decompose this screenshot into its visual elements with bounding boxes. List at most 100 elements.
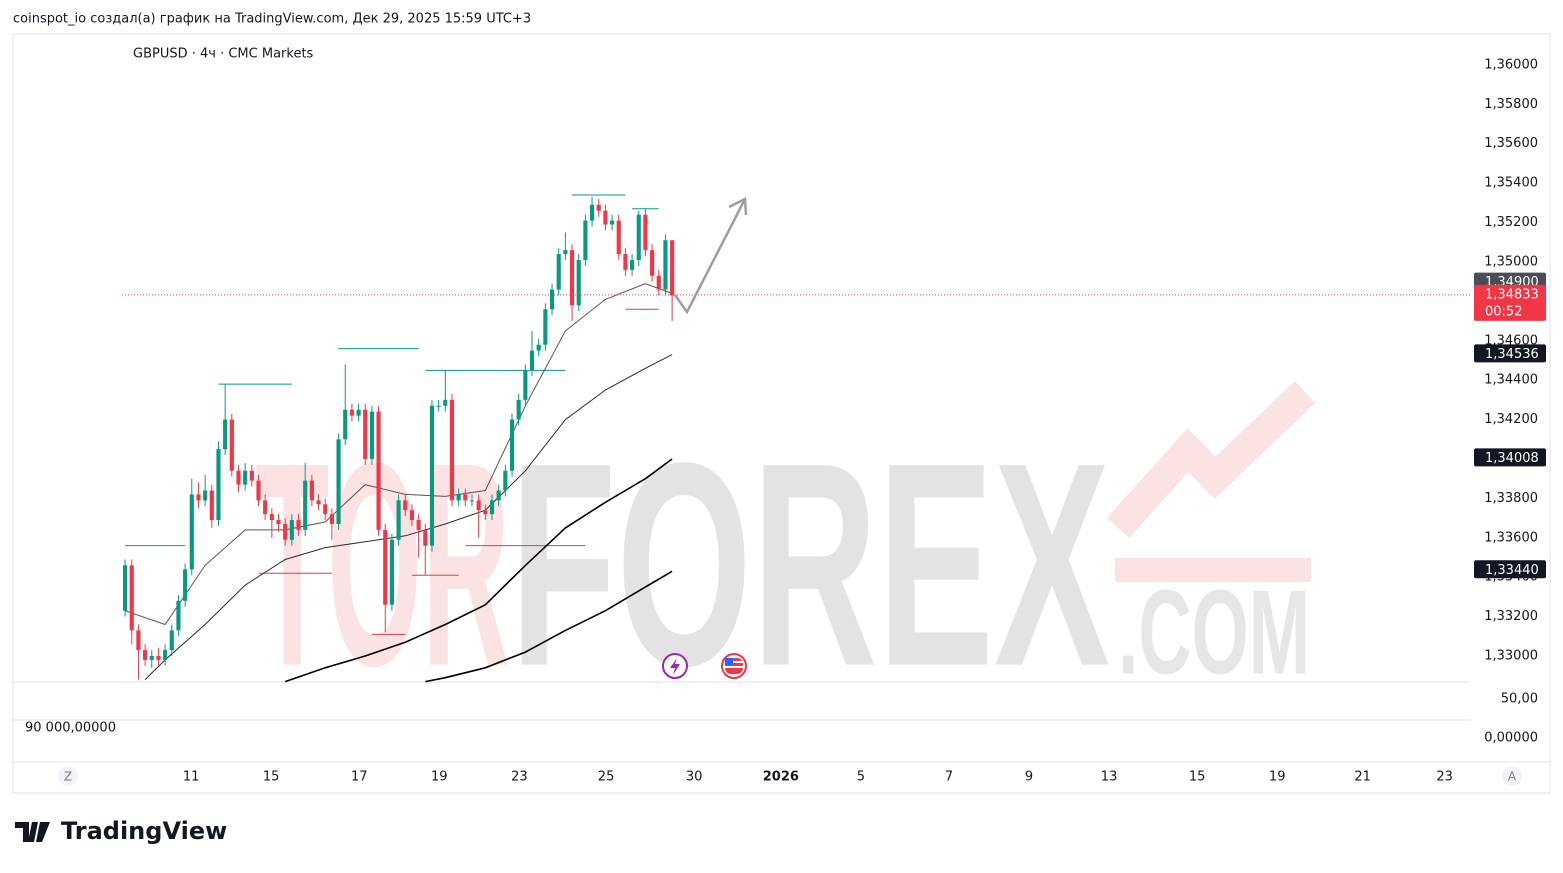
candle-body [236,470,241,485]
candle-body [643,214,648,251]
candle-body [663,240,668,290]
candle-body [203,490,208,501]
last-price-label: 1,34833 [1485,287,1539,302]
x-tick-label: 11 [183,770,200,785]
candle-body [449,399,455,501]
x-tick-label: 7 [945,770,953,785]
watermark-text: .COM [1118,566,1310,700]
x-tick-label: 25 [598,770,615,785]
candle-body [463,494,468,501]
event-icon[interactable] [721,653,747,679]
plot [122,194,1470,683]
moving-average [124,283,673,626]
y-tick-label: 1,33000 [1484,648,1538,663]
candle-body [536,344,541,351]
y-tick-label: 1,33800 [1484,491,1538,506]
candle-body [303,480,308,530]
candle-body [589,204,595,221]
candle-body [156,655,161,660]
candle-body [630,259,635,270]
scale-button[interactable] [1502,766,1522,786]
x-tick-label: 15 [263,770,280,785]
candle-body [516,399,521,420]
candle-body [576,259,581,306]
candle-body [296,520,301,530]
candle-body [256,480,261,501]
candle-body [336,439,341,524]
x-tick-label: 5 [857,770,865,785]
y-tick-label: 1,36000 [1484,57,1538,72]
candle-body [196,494,201,501]
candle-body [443,399,448,406]
candle-body [549,289,555,310]
pane-scale-label: 50,00 [1501,692,1538,707]
x-tick-label: 19 [431,770,448,785]
price-tag-label: 1,34008 [1485,451,1539,466]
x-tick-label: 9 [1025,770,1033,785]
candle-body [403,500,408,511]
y-tick-label: 1,35400 [1484,176,1538,191]
candle-body [650,250,655,276]
candle-body [249,470,254,481]
candle-body [316,500,321,505]
x-tick-label: 15 [1189,770,1206,785]
candle-body [309,480,314,501]
moving-average [284,458,673,683]
scale-button-label[interactable]: A [1508,770,1517,784]
candle-body [389,539,394,605]
candle-body [356,409,361,416]
header: coinspot_io создал(а) график на TradingV… [13,12,531,27]
event-icon-glyph [670,658,680,675]
candle-body [343,409,348,440]
candle-body [143,650,148,660]
candle-body [329,514,334,524]
candle-body [523,370,528,400]
x-tick-label: 30 [686,770,703,785]
candle-body [563,250,568,255]
watermark-logo [1106,381,1316,539]
candle-body [289,520,294,540]
candle-body [216,449,221,521]
y-tick-label: 1,34200 [1484,412,1538,427]
candle-body [489,500,495,515]
candle-body [670,240,675,296]
footer-logo: TradingView [15,817,227,845]
y-tick-label: 1,35000 [1484,254,1538,269]
drawing-arrow-head [728,197,748,216]
price-tag-label: 1,33440 [1485,563,1539,578]
candle-body [396,500,401,540]
candle-body [209,490,214,521]
candle-body [436,405,441,407]
y-tick-label: 1,35600 [1484,136,1538,151]
scale-button-label[interactable]: Z [64,770,72,784]
x-tick-label: 23 [1436,770,1453,785]
candle-body [383,529,388,605]
candle-body [123,565,128,611]
candle-body [636,214,641,260]
candle-body [610,220,615,225]
candle-body [483,510,488,515]
candle-body [456,494,461,501]
scale-button[interactable] [58,766,78,786]
x-tick-label: 17 [351,770,368,785]
candle-body [163,650,168,660]
y-tick-label: 1,35200 [1484,215,1538,230]
y-tick-label: 1,34400 [1484,373,1538,388]
x-tick-label: 2026 [763,770,799,785]
logo-mark [15,822,50,842]
candle-body [183,569,188,601]
candle-body [656,275,661,290]
candle-body [529,350,535,371]
candle-body [423,529,428,546]
candle-body [496,490,501,501]
candle-body [376,411,381,530]
price-tag [1474,448,1546,467]
candle-body [176,600,181,631]
candle-body [149,655,154,660]
candle-body [169,630,174,651]
candle-body [363,409,368,459]
event-icon[interactable] [662,653,688,679]
candle-body [583,220,588,260]
